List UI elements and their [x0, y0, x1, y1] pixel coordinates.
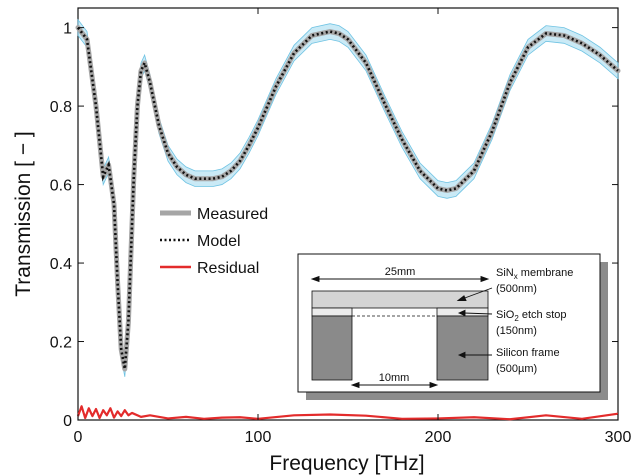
y-tick-label: 0.2 — [50, 335, 72, 352]
y-tick-label: 0.6 — [50, 178, 72, 195]
y-axis-title: Transmission [ − ] — [12, 131, 35, 297]
tick-layer: 0 100 200 300 0 0.2 0.4 0.6 0.8 1 — [50, 8, 632, 446]
membrane-thickness: (500nm) — [496, 283, 537, 295]
legend-label-residual: Residual — [197, 260, 259, 277]
frame-thickness: (500µm) — [496, 363, 537, 375]
x-tick-label: 200 — [425, 429, 452, 446]
silicon-frame-left — [311, 315, 353, 381]
plot-frame — [77, 7, 619, 421]
dimension-top-label: 25mm — [385, 266, 416, 278]
series-layer — [75, 18, 621, 421]
x-axis-title: Frequency [THz] — [269, 452, 424, 475]
membrane-label: SiNx membrane — [496, 267, 573, 281]
silicon-frame-right — [436, 315, 489, 381]
x-tick-label: 0 — [74, 429, 83, 446]
leader-arrows — [456, 287, 493, 359]
dimension-bottom — [350, 381, 439, 389]
legend: Measured Model Residual — [160, 206, 268, 277]
etch-stop-label: SiO2 etch stop — [496, 309, 567, 323]
x-tick-label: 300 — [605, 429, 632, 446]
dimension-top — [310, 275, 490, 283]
y-tick-label: 0 — [63, 413, 72, 430]
etch-stop-left — [311, 307, 353, 317]
y-tick-label: 1 — [63, 21, 72, 38]
legend-label-model: Model — [197, 233, 241, 250]
series-model-line — [76, 26, 619, 370]
frame-label: Silicon frame — [496, 347, 560, 359]
membrane-layer — [311, 290, 489, 309]
inset-diagram: 25mm 10mm SiNx membrane (500nm) SiO2 etc… — [297, 253, 608, 400]
x-tick-label: 100 — [245, 429, 272, 446]
dimension-bottom-label: 10mm — [379, 372, 410, 384]
y-tick-label: 0.4 — [50, 256, 72, 273]
legend-label-measured: Measured — [197, 206, 268, 223]
series-residual-line — [76, 405, 619, 421]
y-tick-label: 0.8 — [50, 99, 72, 116]
etch-stop-thickness: (150nm) — [496, 325, 537, 337]
